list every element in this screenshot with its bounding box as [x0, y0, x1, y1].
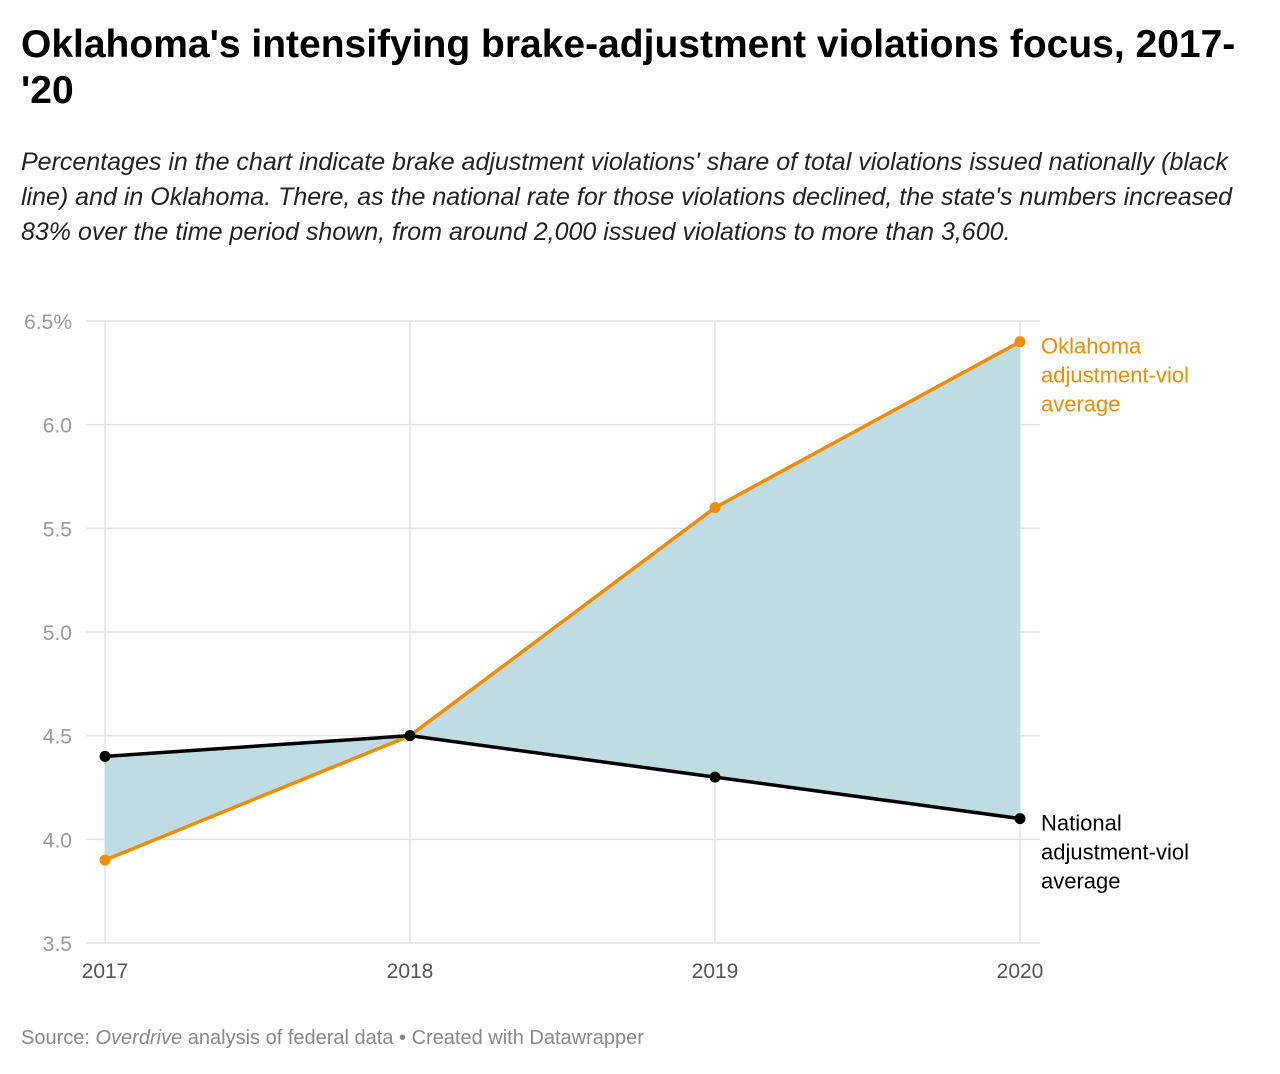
source-label: Source:: [21, 1027, 90, 1049]
data-point: [99, 750, 111, 762]
source-rest: analysis of federal data • Created with …: [187, 1027, 644, 1049]
source-name: Overdrive: [95, 1027, 183, 1049]
series-label: average: [1041, 869, 1121, 894]
series-line-oklahoma: [104, 340, 1021, 862]
data-point: [1014, 813, 1026, 825]
data-point: [99, 854, 111, 866]
x-tick-label: 2019: [692, 960, 739, 983]
data-point: [709, 502, 721, 514]
source-note: Source: Overdrive analysis of federal da…: [21, 1027, 644, 1050]
data-point: [1014, 336, 1026, 348]
y-tick-label: 6.0: [43, 415, 72, 438]
series-label: adjustment-viol: [1041, 840, 1189, 865]
series-label: Oklahoma: [1041, 334, 1142, 359]
y-tick-label: 4.5: [43, 726, 72, 749]
chart-subtitle: Percentages in the chart indicate brake …: [21, 148, 1233, 246]
x-tick-label: 2017: [82, 960, 129, 983]
series-label: adjustment-viol: [1041, 363, 1189, 388]
y-tick-label: 5.5: [43, 518, 72, 541]
x-tick-label: 2020: [997, 960, 1044, 983]
y-tick-label: 6.5%: [24, 311, 72, 334]
chart-title: Oklahoma's intensifying brake-adjustment…: [21, 23, 1236, 112]
y-tick-label: 4.0: [43, 829, 72, 852]
fill-between-area: [105, 341, 1020, 861]
y-tick-label: 3.5: [43, 933, 72, 956]
series-line-national: [104, 733, 1021, 821]
data-point: [404, 730, 416, 742]
x-tick-label: 2018: [387, 960, 434, 983]
y-tick-label: 5.0: [43, 622, 72, 645]
series-label: average: [1041, 392, 1121, 417]
data-point: [709, 771, 721, 783]
series-label: National: [1041, 811, 1122, 836]
